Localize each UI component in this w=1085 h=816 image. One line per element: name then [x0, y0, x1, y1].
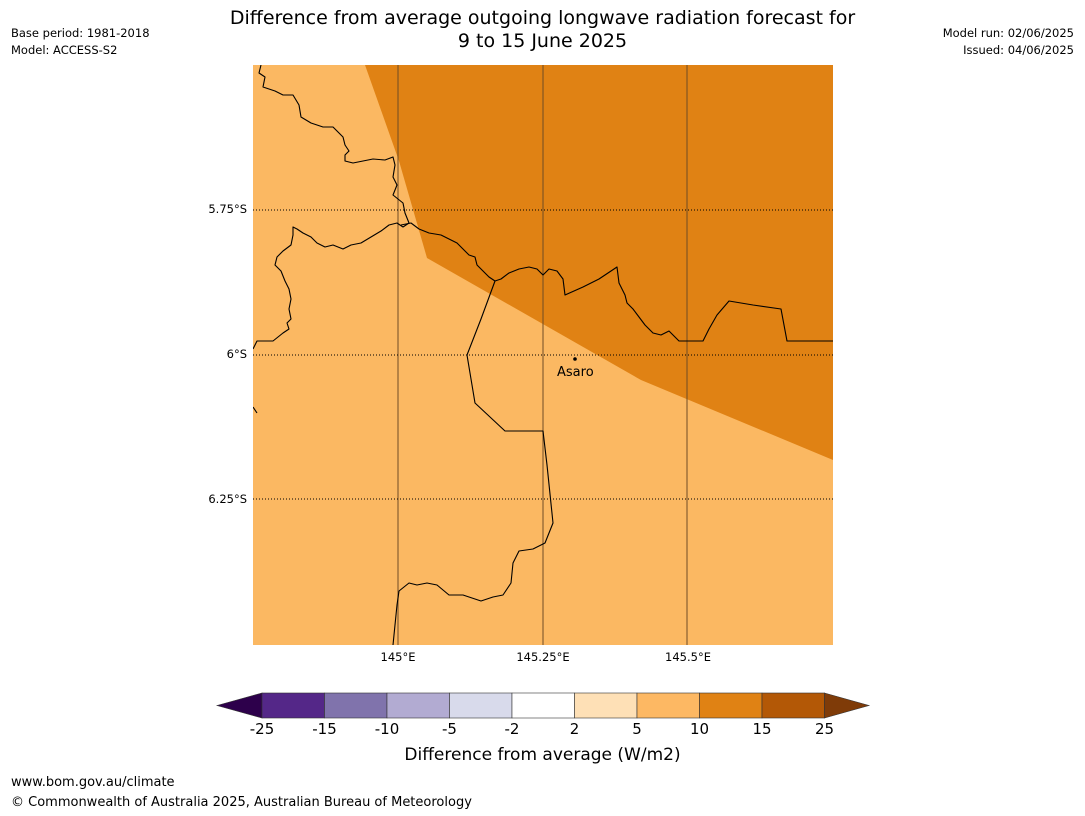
colorbar-segment-neg5-neg2 [449, 692, 513, 719]
colorbar-segment-10-15 [699, 692, 763, 719]
colorbar-extend-high [824, 692, 871, 719]
colorbar-segment-neg2-2 [511, 692, 575, 719]
colorbar-tick-2: 2 [569, 720, 580, 738]
colorbar-segment-neg15-neg10 [324, 692, 388, 719]
model-text: Model: ACCESS-S2 [11, 43, 118, 57]
colorbar-segment-5-10 [636, 692, 700, 719]
lat-label-5-75: 5.75°S [208, 202, 247, 216]
forecast-map [253, 65, 833, 645]
map-region-10-to-15 [365, 65, 833, 460]
colorbar-tick-neg25: -25 [249, 720, 275, 738]
colorbar-tick-25: 25 [814, 720, 835, 738]
colorbar-label: Difference from average (W/m2) [404, 745, 681, 765]
lat-label-6: 6°S [226, 347, 247, 361]
colorbar-segment-neg10-neg5 [386, 692, 450, 719]
lon-label-145-5: 145.5°E [665, 650, 711, 664]
colorbar-tick-neg10: -10 [374, 720, 400, 738]
base-period-text: Base period: 1981-2018 [11, 26, 150, 40]
lat-label-6-25: 6.25°S [208, 492, 247, 506]
chart-title: Difference from average outgoing longwav… [0, 7, 1085, 53]
province-borders [253, 65, 833, 645]
colorbar [215, 692, 871, 719]
issued-text: Issued: 04/06/2025 [963, 43, 1074, 57]
meta-right: Model run: 02/06/2025 Issued: 04/06/2025 [943, 25, 1074, 59]
colorbar-segment-15-25 [761, 692, 825, 719]
colorbar-extend-low [215, 692, 263, 719]
lon-label-145: 145°E [380, 650, 416, 664]
meta-left: Base period: 1981-2018 Model: ACCESS-S2 [11, 25, 150, 59]
colorbar-tick-neg5: -5 [442, 720, 457, 738]
colorbar-segment-2-5 [574, 692, 638, 719]
colorbar-tick-neg15: -15 [312, 720, 337, 738]
asaro-marker [573, 357, 577, 361]
model-run-text: Model run: 02/06/2025 [942, 26, 1074, 40]
colorbar-segment-neg25-neg15 [261, 692, 325, 719]
colorbar-tick-15: 15 [752, 720, 772, 738]
title-line-2: 9 to 15 June 2025 [457, 30, 628, 52]
footer-copyright: © Commonwealth of Australia 2025, Austra… [11, 795, 472, 810]
colorbar-tick-5: 5 [632, 720, 642, 738]
colorbar-tick-10: 10 [689, 720, 710, 738]
lon-label-145-25: 145.25°E [516, 650, 570, 664]
colorbar-tick-neg2: -2 [504, 720, 520, 738]
title-line-1: Difference from average outgoing longwav… [229, 7, 856, 29]
footer-website-link[interactable]: www.bom.gov.au/climate [11, 775, 175, 790]
place-label-asaro: Asaro [557, 365, 594, 380]
